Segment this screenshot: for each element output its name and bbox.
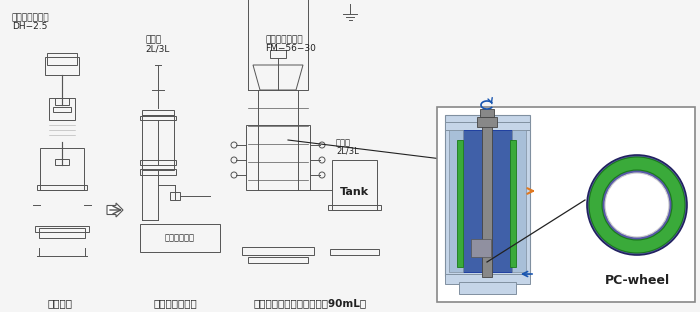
Bar (248, 257, 308, 263)
Bar (457, 140, 463, 267)
Text: フィルミックス: フィルミックス (265, 35, 302, 44)
Circle shape (587, 155, 687, 255)
Bar (49, 98, 75, 120)
Bar (449, 130, 463, 272)
Text: 脱泡及び液送: 脱泡及び液送 (165, 233, 195, 242)
Text: Tank: Tank (340, 187, 369, 197)
Bar (142, 110, 174, 115)
Bar (140, 160, 176, 165)
Bar (328, 205, 381, 210)
Text: PC-wheel: PC-wheel (604, 274, 670, 287)
Bar (463, 130, 512, 272)
Bar (480, 109, 494, 117)
Text: 予備撹拌: 予備撹拌 (48, 298, 73, 308)
Bar (445, 115, 530, 276)
Text: 搜送（ポンプ）: 搜送（ポンプ） (153, 298, 197, 308)
Bar (246, 125, 310, 190)
Bar (459, 282, 516, 294)
Bar (510, 140, 516, 267)
Bar (242, 247, 314, 255)
Bar (35, 226, 89, 232)
Bar (330, 249, 379, 255)
Bar (332, 160, 377, 210)
Bar (477, 117, 497, 127)
Text: 薄膜旋回型高速ミキサー（90mL）: 薄膜旋回型高速ミキサー（90mL） (253, 298, 367, 308)
Bar (47, 53, 77, 65)
Bar (445, 122, 530, 130)
FancyArrow shape (107, 203, 123, 217)
Text: ホモディスパー: ホモディスパー (12, 13, 50, 22)
Bar (471, 239, 491, 257)
Text: DH−2.5: DH−2.5 (12, 22, 48, 31)
Bar (482, 115, 492, 277)
Bar (140, 116, 176, 120)
Bar (40, 148, 84, 190)
Bar (55, 159, 69, 165)
Bar (270, 50, 286, 58)
Text: 2L/3L: 2L/3L (336, 147, 358, 156)
Wedge shape (589, 157, 685, 253)
Bar (140, 169, 176, 175)
Bar (445, 274, 530, 284)
Text: タンク: タンク (336, 138, 351, 147)
Bar (39, 228, 85, 238)
Bar (248, 0, 308, 90)
Text: タンク: タンク (145, 35, 161, 44)
Bar (142, 115, 174, 170)
Bar (170, 192, 180, 200)
Bar (437, 107, 695, 302)
Bar (45, 57, 79, 75)
Bar (37, 185, 87, 190)
Text: FM−56−30: FM−56−30 (265, 44, 316, 53)
Circle shape (605, 173, 669, 237)
Bar (53, 107, 71, 112)
Text: 2L/3L: 2L/3L (145, 44, 169, 53)
Bar (140, 224, 220, 252)
Bar (512, 130, 526, 272)
Bar (55, 98, 69, 105)
